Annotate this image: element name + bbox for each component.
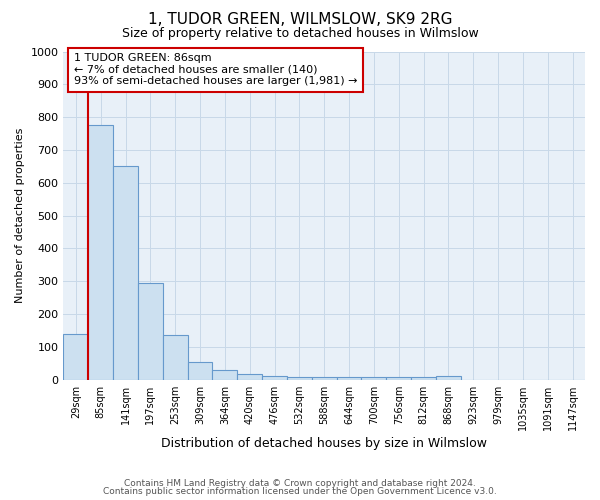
- Text: 1, TUDOR GREEN, WILMSLOW, SK9 2RG: 1, TUDOR GREEN, WILMSLOW, SK9 2RG: [148, 12, 452, 28]
- Text: Contains public sector information licensed under the Open Government Licence v3: Contains public sector information licen…: [103, 487, 497, 496]
- Bar: [88, 126, 113, 380]
- Text: Contains HM Land Registry data © Crown copyright and database right 2024.: Contains HM Land Registry data © Crown c…: [124, 478, 476, 488]
- Text: Size of property relative to detached houses in Wilmslow: Size of property relative to detached ho…: [122, 28, 478, 40]
- Bar: [436, 376, 461, 380]
- X-axis label: Distribution of detached houses by size in Wilmslow: Distribution of detached houses by size …: [161, 437, 487, 450]
- Text: 1 TUDOR GREEN: 86sqm
← 7% of detached houses are smaller (140)
93% of semi-detac: 1 TUDOR GREEN: 86sqm ← 7% of detached ho…: [74, 53, 358, 86]
- Bar: [312, 377, 337, 380]
- Bar: [212, 370, 237, 380]
- Bar: [113, 166, 138, 380]
- Bar: [138, 283, 163, 380]
- Bar: [411, 376, 436, 380]
- Bar: [64, 334, 88, 380]
- Bar: [337, 377, 361, 380]
- Bar: [237, 374, 262, 380]
- Bar: [386, 377, 411, 380]
- Y-axis label: Number of detached properties: Number of detached properties: [15, 128, 25, 304]
- Bar: [262, 376, 287, 380]
- Bar: [163, 336, 188, 380]
- Bar: [361, 377, 386, 380]
- Bar: [188, 362, 212, 380]
- Bar: [287, 376, 312, 380]
